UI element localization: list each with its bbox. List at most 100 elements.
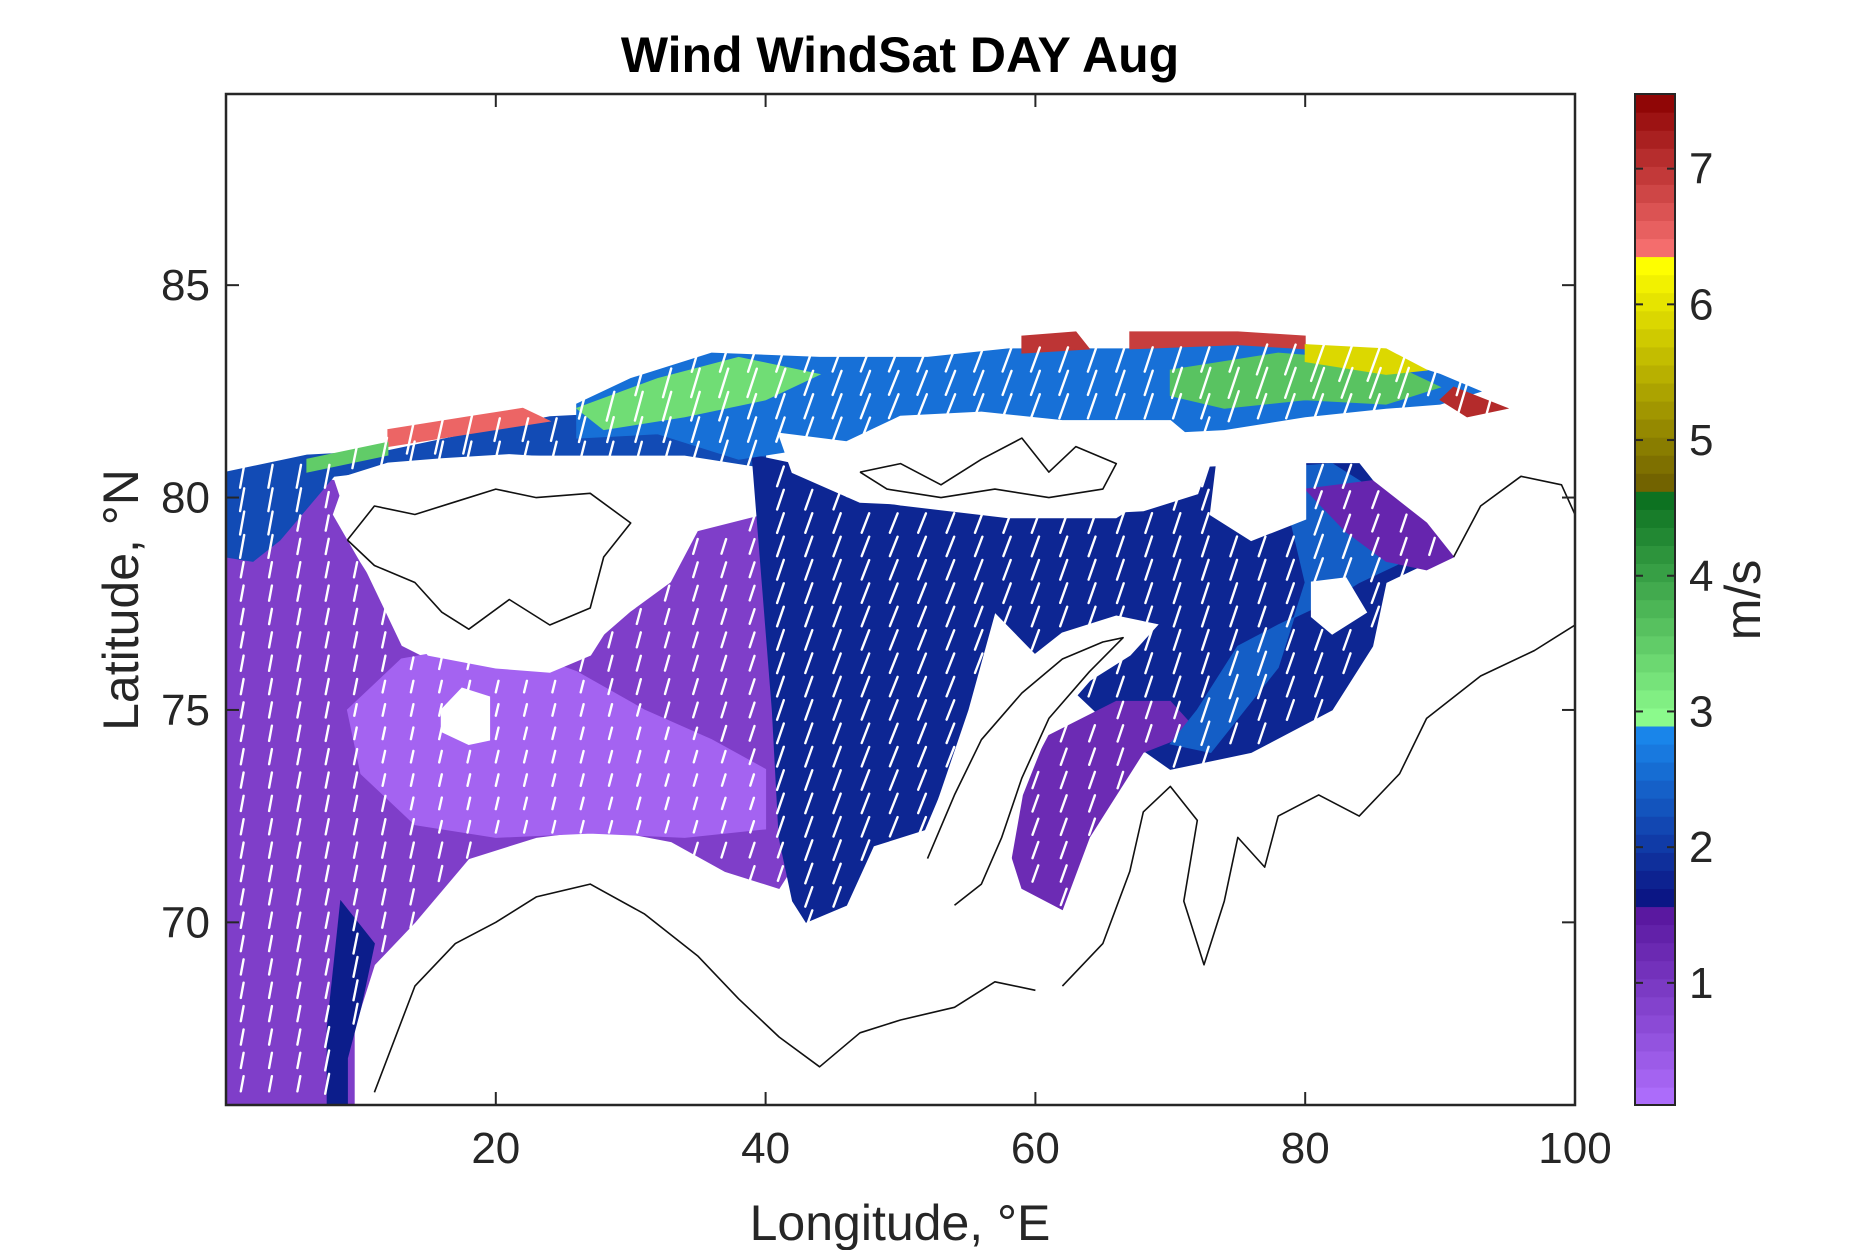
wind-vector-208 xyxy=(522,726,529,741)
wind-vector-637 xyxy=(1058,346,1070,373)
wind-vector-398 xyxy=(663,584,671,602)
wind-vector-448 xyxy=(1285,558,1296,581)
wind-vector-473 xyxy=(1144,535,1154,558)
wind-vector-410 xyxy=(1002,582,1012,605)
wind-vector-5 xyxy=(267,1051,274,1070)
wind-vector-396 xyxy=(324,584,330,602)
wind-vector-423 xyxy=(267,561,274,579)
wind-vector-616 xyxy=(1255,366,1269,399)
wind-vector-91 xyxy=(466,819,472,834)
wind-vector-25 xyxy=(324,958,330,976)
wind-vector-133 xyxy=(860,792,871,815)
wind-vector-203 xyxy=(353,726,358,741)
wind-vector-2 xyxy=(296,1074,302,1093)
y-tick-label-1: 75 xyxy=(161,686,210,735)
wind-vector-296 xyxy=(1228,673,1239,700)
colorbar-tick-label-5: 6 xyxy=(1689,280,1713,329)
wind-vector-63 xyxy=(1031,864,1040,883)
wind-vector-285 xyxy=(804,675,814,698)
wind-vector-184 xyxy=(692,749,699,764)
wind-vector-210 xyxy=(579,726,585,741)
coastline-3 xyxy=(373,883,1036,1093)
wind-vector-383 xyxy=(1058,605,1069,628)
wind-vector-357 xyxy=(1229,628,1239,651)
wind-vector-160 xyxy=(832,769,842,791)
colorbar xyxy=(1635,94,1675,1106)
wind-vector-246 xyxy=(663,701,671,719)
wind-vector-136 xyxy=(1031,794,1040,813)
wind-vector-64 xyxy=(1059,864,1068,883)
colorbar-step-31 xyxy=(1635,527,1675,546)
wind-vector-193 xyxy=(945,745,956,768)
wind-vector-48 xyxy=(804,885,814,908)
wind-vector-302 xyxy=(296,654,302,672)
wind-vector-486 xyxy=(296,514,302,532)
wind-vector-264 xyxy=(1313,698,1324,721)
wind-vector-6 xyxy=(296,1051,302,1070)
wind-vector-568 xyxy=(746,392,758,420)
wind-vector-572 xyxy=(859,393,872,420)
wind-vector-450 xyxy=(1341,557,1353,583)
wind-vector-363 xyxy=(267,607,274,626)
wind-vector-361 xyxy=(1342,628,1352,651)
wind-vector-288 xyxy=(888,675,899,698)
wind-vector-570 xyxy=(803,393,815,420)
wind-vector-602 xyxy=(859,369,872,396)
wind-vector-585 xyxy=(1227,390,1240,423)
wind-vector-512 xyxy=(324,490,330,509)
wind-vector-335 xyxy=(296,631,302,649)
wind-vector-21 xyxy=(352,979,359,1002)
wind-vector-62 xyxy=(832,862,842,885)
wind-vector-282 xyxy=(720,678,728,696)
wind-vector-238 xyxy=(409,703,415,717)
wind-vector-8 xyxy=(239,1028,245,1046)
wind-vector-140 xyxy=(267,771,274,789)
wind-vector-491 xyxy=(832,512,842,534)
wind-vector-268 xyxy=(324,677,330,696)
wind-vector-215 xyxy=(720,724,728,742)
colorbar-step-28 xyxy=(1635,581,1675,601)
wind-vector-586 xyxy=(1256,392,1268,420)
wind-vector-179 xyxy=(551,749,557,764)
colorbar-step-50 xyxy=(1635,184,1675,203)
wind-vector-454 xyxy=(267,533,274,559)
wind-vector-634 xyxy=(973,346,985,373)
wind-vector-470 xyxy=(1058,535,1069,558)
wind-vector-395 xyxy=(296,584,302,602)
wind-vector-257 xyxy=(1116,700,1125,720)
wind-vector-633 xyxy=(944,346,957,373)
wind-region-3 xyxy=(226,412,767,562)
wind-vector-10 xyxy=(296,1028,302,1046)
wind-vector-445 xyxy=(1200,558,1210,581)
wind-vector-343 xyxy=(720,631,728,649)
wind-vector-430 xyxy=(775,558,785,581)
wind-vector-573 xyxy=(887,393,900,420)
wind-vector-213 xyxy=(664,726,670,741)
wind-vector-262 xyxy=(1257,698,1267,721)
wind-vector-77 xyxy=(776,841,785,859)
wind-vector-187 xyxy=(775,745,785,768)
wind-vector-320 xyxy=(888,652,899,675)
wind-vector-369 xyxy=(663,607,671,626)
wind-vector-501 xyxy=(1115,512,1125,535)
wind-vector-441 xyxy=(1087,558,1097,581)
wind-vector-329 xyxy=(1256,650,1268,676)
wind-vector-617 xyxy=(1283,366,1297,399)
colorbar-step-40 xyxy=(1635,364,1675,384)
wind-vector-347 xyxy=(832,628,842,651)
wind-vector-494 xyxy=(917,512,928,534)
colorbar-step-44 xyxy=(1635,292,1675,312)
land-mask-novaya-zemlya xyxy=(899,615,1159,932)
wind-vector-647 xyxy=(1338,336,1356,383)
wind-vector-283 xyxy=(748,678,756,696)
wind-vector-241 xyxy=(522,703,529,717)
wind-vector-108 xyxy=(1031,817,1040,836)
colorbar-step-36 xyxy=(1635,437,1675,456)
wind-vector-550 xyxy=(577,416,587,444)
colorbar-ticks: 1 2 3 4 5 6 7 xyxy=(1635,145,1713,1008)
wind-vector-154 xyxy=(664,773,670,787)
wind-vector-640 xyxy=(1143,346,1154,373)
wind-vector-300 xyxy=(239,654,245,672)
wind-vector-370 xyxy=(692,607,699,626)
wind-vector-256 xyxy=(945,699,956,721)
